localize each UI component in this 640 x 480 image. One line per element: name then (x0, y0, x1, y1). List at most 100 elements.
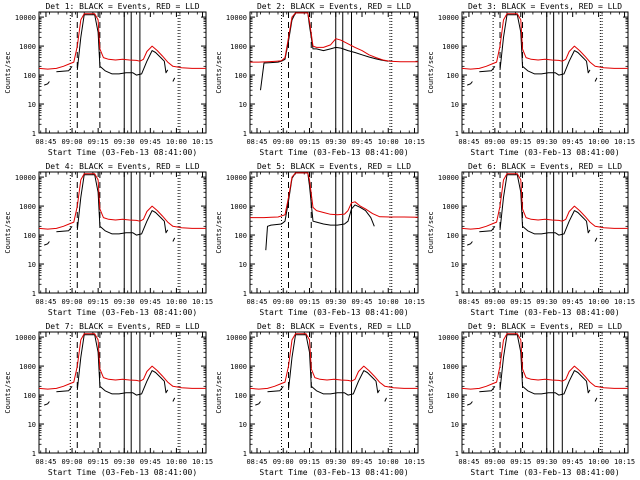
x-tick-label: 10:15 (614, 138, 635, 146)
panel-det-9: Det 9: BLACK = Events, RED = LLD Counts/s… (427, 322, 635, 477)
x-tick-label: 08:45 (458, 458, 479, 466)
x-axis-label: Start Time (03-Feb-13 08:41:00) (470, 468, 619, 477)
panel-det-7: Det 7: BLACK = Events, RED = LLD Counts/s… (4, 322, 213, 477)
panel-det-6: Det 6: BLACK = Events, RED = LLD Counts/s… (427, 162, 635, 317)
y-tick-label: 10000 (438, 174, 459, 182)
x-tick-label: 09:00 (273, 298, 294, 306)
x-tick-label: 10:00 (378, 458, 399, 466)
series-line-events (467, 14, 598, 86)
x-tick-label: 09:45 (351, 298, 372, 306)
x-tick-label: 10:00 (166, 458, 187, 466)
plot-frame (38, 171, 207, 294)
x-tick-label: 08:45 (35, 138, 56, 146)
x-tick-label: 08:45 (458, 298, 479, 306)
x-tick-label: 09:45 (562, 138, 583, 146)
x-tick-label: 09:15 (88, 298, 109, 306)
x-tick-label: 10:00 (378, 138, 399, 146)
x-tick-label: 09:00 (62, 458, 83, 466)
y-tick-label: 10000 (226, 174, 247, 182)
series-line-lld (250, 333, 418, 390)
x-tick-label: 08:45 (35, 298, 56, 306)
y-tick-label: 1 (455, 130, 459, 138)
y-tick-label: 10000 (15, 334, 36, 342)
y-tick-label: 1 (455, 290, 459, 298)
y-tick-label: 1000 (230, 43, 247, 51)
x-tick-label: 10:00 (588, 458, 609, 466)
x-axis-label: Start Time (03-Feb-13 08:41:00) (259, 308, 408, 317)
series-line-lld (39, 173, 206, 230)
panel-title: Det 7: BLACK = Events, RED = LLD (45, 322, 199, 331)
y-tick-label: 10000 (438, 14, 459, 22)
x-tick-label: 10:00 (588, 138, 609, 146)
y-tick-label: 1000 (19, 203, 36, 211)
x-tick-label: 09:45 (140, 458, 161, 466)
x-tick-label: 10:00 (166, 138, 187, 146)
plot-frame (461, 11, 629, 134)
x-tick-label: 10:15 (614, 298, 635, 306)
series-line-lld (462, 13, 628, 70)
y-tick-label: 1000 (442, 203, 459, 211)
series-line-lld (39, 333, 206, 390)
y-tick-label: 1 (243, 450, 247, 458)
x-tick-label: 09:30 (325, 298, 346, 306)
series-line-events (44, 334, 176, 406)
y-axis-label: Counts/sec (4, 371, 12, 413)
series-line-events (467, 174, 598, 246)
panel-det-1: Det 1: BLACK = Events, RED = LLD Counts/s… (4, 2, 213, 157)
series-line-events (265, 172, 375, 251)
y-tick-label: 100 (23, 72, 36, 80)
series-line-events (260, 12, 389, 91)
y-axis-label: Counts/sec (427, 51, 435, 93)
x-tick-label: 09:00 (273, 458, 294, 466)
series-line-lld (250, 172, 418, 219)
y-axis-label: Counts/sec (215, 51, 223, 93)
panel-title: Det 4: BLACK = Events, RED = LLD (45, 162, 199, 171)
x-tick-label: 10:00 (378, 298, 399, 306)
panel-title: Det 5: BLACK = Events, RED = LLD (257, 162, 411, 171)
series-line-lld (39, 13, 206, 70)
y-tick-label: 10000 (226, 334, 247, 342)
y-tick-label: 1000 (19, 43, 36, 51)
panel-title: Det 8: BLACK = Events, RED = LLD (257, 322, 411, 331)
y-tick-label: 1 (243, 290, 247, 298)
y-tick-label: 1000 (230, 203, 247, 211)
series-line-lld (462, 333, 628, 390)
y-tick-label: 100 (234, 392, 247, 400)
y-tick-label: 10000 (15, 14, 36, 22)
panel-title: Det 3: BLACK = Events, RED = LLD (468, 2, 622, 11)
plot-frame (249, 171, 419, 294)
y-axis-label: Counts/sec (215, 371, 223, 413)
y-tick-label: 100 (446, 72, 459, 80)
x-tick-label: 09:30 (325, 458, 346, 466)
x-tick-label: 09:30 (536, 458, 557, 466)
series-line-events (44, 174, 176, 246)
y-axis-label: Counts/sec (427, 371, 435, 413)
x-tick-label: 09:30 (536, 298, 557, 306)
y-tick-label: 100 (234, 72, 247, 80)
x-tick-label: 10:15 (192, 298, 213, 306)
y-tick-label: 1000 (19, 363, 36, 371)
series-line-lld (462, 173, 628, 230)
x-tick-label: 09:30 (536, 138, 557, 146)
x-axis-label: Start Time (03-Feb-13 08:41:00) (48, 468, 197, 477)
series-line-events (44, 14, 176, 86)
x-tick-label: 09:00 (484, 458, 505, 466)
x-axis-label: Start Time (03-Feb-13 08:41:00) (470, 308, 619, 317)
y-tick-label: 100 (23, 232, 36, 240)
x-tick-label: 09:00 (484, 298, 505, 306)
y-tick-label: 1 (455, 450, 459, 458)
x-tick-label: 10:15 (192, 458, 213, 466)
x-tick-label: 09:15 (299, 298, 320, 306)
panel-det-5: Det 5: BLACK = Events, RED = LLD Counts/s… (215, 162, 425, 317)
x-tick-label: 09:15 (510, 458, 531, 466)
y-tick-label: 100 (446, 392, 459, 400)
x-tick-label: 10:15 (404, 458, 425, 466)
x-tick-label: 09:00 (273, 138, 294, 146)
panel-title: Det 6: BLACK = Events, RED = LLD (468, 162, 622, 171)
x-axis-label: Start Time (03-Feb-13 08:41:00) (48, 308, 197, 317)
plot-frame (249, 331, 419, 454)
x-tick-label: 09:00 (62, 298, 83, 306)
x-tick-label: 09:00 (62, 138, 83, 146)
x-axis-label: Start Time (03-Feb-13 08:41:00) (470, 148, 619, 157)
y-tick-label: 100 (23, 392, 36, 400)
